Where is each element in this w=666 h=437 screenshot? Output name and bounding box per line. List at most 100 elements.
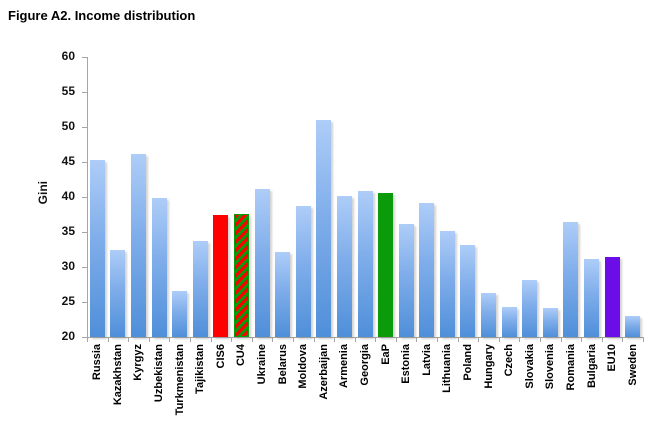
y-tick-label: 20: [61, 329, 75, 343]
y-tick-mark: [82, 197, 87, 198]
x-tick-mark: [395, 338, 397, 342]
bar-tajikistan: [192, 241, 208, 337]
bar-turkmenistan: [172, 290, 188, 337]
x-axis-category-label: CIS6: [214, 344, 227, 369]
x-tick-mark: [189, 338, 191, 342]
x-axis-category-label: Turkmenistan: [173, 344, 186, 416]
x-tick-mark: [540, 338, 542, 342]
bar-slovenia: [542, 308, 558, 337]
x-tick-mark: [210, 338, 212, 342]
bar-armenia: [336, 196, 352, 337]
x-tick-mark: [334, 338, 336, 342]
x-tick-mark: [643, 338, 644, 342]
x-axis-category-label: Georgia: [359, 344, 371, 386]
x-axis-category-label: CU4: [235, 344, 248, 367]
bar-lithuania: [439, 231, 455, 337]
x-axis-category-label: Azerbaijan: [317, 344, 330, 400]
y-tick-label: 60: [61, 49, 75, 63]
bar-kazakhstan: [110, 249, 126, 337]
x-tick-mark: [128, 338, 130, 342]
x-tick-mark: [437, 338, 439, 342]
x-axis-category-label: Uzbekistan: [153, 344, 166, 403]
x-tick-mark: [87, 338, 88, 342]
x-tick-mark: [313, 338, 315, 342]
bar-eap: [378, 192, 394, 337]
x-axis-category-label: Ukraine: [256, 344, 269, 385]
x-axis-category-label: Kazakhstan: [111, 344, 124, 406]
x-axis-category-label: Sweden: [626, 344, 639, 386]
y-tick-mark: [82, 127, 87, 128]
bar-eu10: [604, 257, 620, 337]
x-tick-mark: [107, 338, 109, 342]
x-axis-line: [87, 337, 644, 338]
bar-cis6: [213, 215, 229, 337]
bar-azerbaijan: [316, 120, 332, 337]
bar-moldova: [295, 206, 311, 337]
x-axis-category-label: Moldova: [297, 344, 310, 389]
x-tick-mark: [560, 338, 562, 342]
y-tick-mark: [82, 232, 87, 233]
bar-uzbekistan: [151, 198, 167, 337]
x-tick-mark: [272, 338, 274, 342]
x-tick-mark: [519, 338, 521, 342]
bar-estonia: [398, 223, 414, 337]
x-axis-category-label: Russia: [91, 344, 104, 381]
x-tick-mark: [416, 338, 418, 342]
bar-cu4: [233, 213, 249, 337]
x-tick-mark: [169, 338, 171, 342]
x-tick-mark: [601, 338, 603, 342]
y-tick-label: 45: [61, 154, 75, 168]
x-tick-mark: [354, 338, 356, 342]
bar-georgia: [357, 190, 373, 337]
x-axis-category-label: Poland: [461, 344, 474, 381]
y-axis-line: [87, 57, 88, 337]
x-tick-mark: [498, 338, 500, 342]
x-axis-category-label: Lithuania: [441, 344, 454, 393]
x-axis-category-label: Belarus: [276, 344, 289, 385]
y-axis-title: Gini: [36, 181, 50, 205]
x-axis-category-label: Bulgaria: [585, 344, 598, 389]
bar-sweden: [625, 316, 641, 337]
x-axis-category-label: Estonia: [400, 344, 413, 384]
x-axis-category-label: Hungary: [482, 344, 495, 389]
y-tick-label: 35: [61, 224, 75, 238]
bar-russia: [89, 159, 105, 337]
x-axis-category-label: Slovakia: [523, 344, 536, 389]
y-tick-mark: [82, 337, 87, 338]
y-tick-mark: [82, 57, 87, 58]
bar-poland: [460, 245, 476, 337]
x-tick-mark: [231, 338, 233, 342]
x-tick-mark: [292, 338, 294, 342]
y-tick-mark: [82, 92, 87, 93]
x-axis-category-label: Latvia: [420, 344, 433, 376]
x-axis-category-label: EU10: [606, 344, 619, 372]
bar-latvia: [419, 203, 435, 337]
x-tick-mark: [581, 338, 583, 342]
bar-belarus: [275, 251, 291, 337]
x-axis-category-label: Tajikistan: [194, 344, 207, 394]
bar-ukraine: [254, 188, 270, 337]
y-tick-label: 55: [61, 84, 75, 98]
x-axis-category-label: Slovenia: [544, 344, 557, 390]
y-tick-label: 50: [61, 119, 75, 133]
y-tick-mark: [82, 162, 87, 163]
bar-hungary: [481, 292, 497, 337]
bar-romania: [563, 221, 579, 337]
x-tick-mark: [148, 338, 150, 342]
x-tick-mark: [251, 338, 253, 342]
y-tick-label: 30: [61, 259, 75, 273]
y-tick-mark: [82, 267, 87, 268]
y-tick-label: 25: [61, 294, 75, 308]
bar-slovakia: [522, 280, 538, 337]
y-tick-mark: [82, 302, 87, 303]
chart-title: Figure A2. Income distribution: [8, 8, 196, 23]
x-axis-category-label: EaP: [379, 344, 392, 365]
x-tick-mark: [622, 338, 624, 342]
x-axis-category-label: Kyrgyz: [132, 344, 145, 381]
bar-bulgaria: [584, 258, 600, 337]
bar-kyrgyz: [130, 153, 146, 337]
bar-czech: [501, 306, 517, 337]
x-axis-category-label: Romania: [564, 344, 577, 391]
x-tick-mark: [457, 338, 459, 342]
